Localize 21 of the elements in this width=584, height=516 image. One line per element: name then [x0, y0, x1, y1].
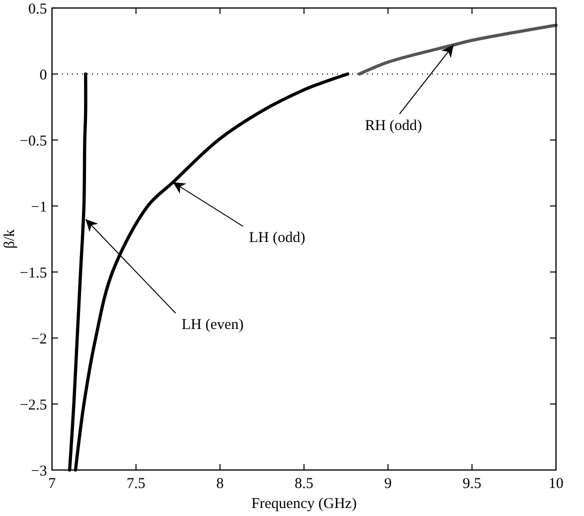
- y-tick-label: −1.5: [20, 265, 47, 282]
- y-tick-label: −2.5: [20, 397, 47, 414]
- line-series: [358, 24, 558, 76]
- x-tick-label: 9.5: [462, 476, 482, 492]
- annotation: LH (even): [182, 317, 244, 334]
- y-tick-label: −3: [31, 463, 47, 480]
- x-tick-label: 7: [48, 476, 56, 492]
- x-tick-label: 9: [384, 476, 392, 492]
- x-tick-label: 8: [216, 476, 224, 492]
- x-tick-label: 10: [548, 476, 564, 492]
- y-tick-label: −0.5: [20, 133, 47, 150]
- y-axis-title: β/k: [2, 228, 18, 249]
- x-tick-label: 8.5: [294, 476, 314, 492]
- y-tick-label: −2: [31, 331, 47, 348]
- annotation: RH (odd): [364, 118, 422, 134]
- x-axis-title: Frequency (GHz): [251, 496, 357, 512]
- annotation: LH (odd): [248, 230, 306, 246]
- y-tick-label: −1: [31, 199, 47, 216]
- y-tick-label: 0.5: [28, 1, 47, 18]
- y-tick-label: 0: [40, 67, 47, 84]
- x-tick-label: 7.5: [126, 476, 146, 492]
